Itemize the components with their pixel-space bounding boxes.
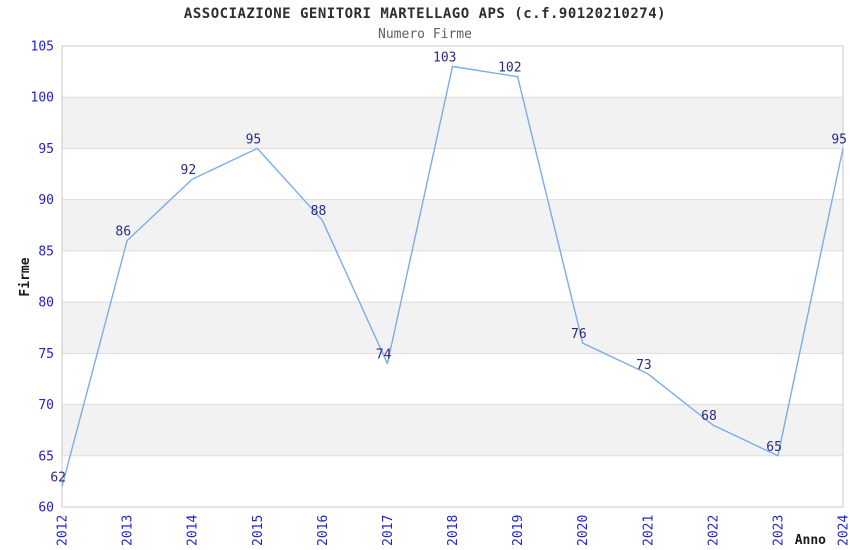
data-point-label: 86	[115, 225, 131, 240]
data-point-label: 62	[50, 471, 66, 486]
x-axis-title: Anno	[795, 533, 826, 548]
data-point-label: 88	[311, 204, 327, 219]
x-tick-label: 2021	[641, 515, 656, 546]
x-tick-label: 2013	[121, 515, 136, 546]
data-point-label: 95	[831, 132, 847, 147]
x-tick-label: 2022	[706, 515, 721, 546]
y-tick-label: 100	[31, 91, 54, 106]
plot-band	[62, 404, 843, 456]
y-tick-label: 85	[38, 244, 54, 259]
y-tick-label: 95	[38, 142, 54, 157]
y-tick-label: 65	[38, 449, 54, 464]
x-tick-label: 2020	[576, 515, 591, 546]
y-tick-label: 90	[38, 193, 54, 208]
plot-band	[62, 199, 843, 251]
data-point-label: 103	[433, 50, 456, 65]
series-line	[61, 65, 844, 487]
data-point-label: 92	[181, 163, 197, 178]
data-point-label: 68	[701, 409, 717, 424]
data-point-label: 95	[246, 132, 262, 147]
x-tick-label: 2014	[186, 515, 201, 546]
plot-band	[62, 302, 843, 354]
data-point-label: 73	[636, 358, 652, 373]
y-axis-title: Firme	[18, 257, 33, 296]
data-point-label: 74	[376, 348, 392, 363]
x-tick-label: 2017	[381, 515, 396, 546]
chart-title: ASSOCIAZIONE GENITORI MARTELLAGO APS (c.…	[183, 6, 667, 22]
x-tick-label: 2016	[316, 515, 331, 546]
x-tick-label: 2019	[511, 515, 526, 546]
y-tick-label: 70	[38, 398, 54, 413]
y-tick-label: 60	[38, 501, 54, 516]
data-point-label: 102	[498, 61, 521, 76]
x-tick-label: 2015	[251, 515, 266, 546]
plot-border	[61, 45, 844, 508]
x-tick-label: 2012	[56, 515, 71, 546]
y-tick-label: 105	[31, 40, 54, 55]
data-point-label: 65	[766, 440, 782, 455]
y-tick-label: 75	[38, 347, 54, 362]
plot-band	[62, 97, 843, 149]
data-point-label: 76	[571, 327, 587, 342]
x-tick-label: 2023	[771, 515, 786, 546]
y-tick-label: 80	[38, 296, 54, 311]
x-tick-label: 2018	[446, 515, 461, 546]
chart-subtitle: Numero Firme	[378, 27, 472, 42]
x-tick-label: 2024	[837, 515, 850, 546]
